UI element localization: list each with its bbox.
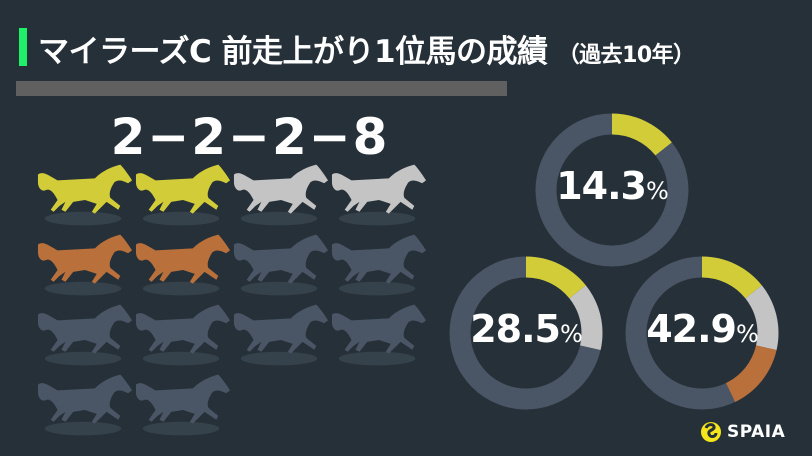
- title-sub: （過去10年）: [557, 43, 696, 68]
- donut-label: 14.3%: [556, 164, 669, 208]
- horse-other: [330, 232, 428, 302]
- donut-label: 42.9%: [646, 307, 759, 351]
- donut-label: 28.5%: [470, 307, 583, 351]
- horse-other: [232, 302, 330, 372]
- horse-shadow: [338, 281, 416, 296]
- horse-win: [134, 162, 232, 232]
- record-text: 2−2−2−8: [110, 108, 390, 166]
- spaia-logo-icon: [701, 422, 721, 442]
- horse-other: [36, 372, 134, 442]
- horse-other: [134, 372, 232, 442]
- horse-icon: [37, 304, 133, 354]
- horse-shadow: [44, 351, 122, 366]
- horse-icon: [331, 304, 427, 354]
- donut-segment-1st: [535, 113, 689, 267]
- horse-shadow: [142, 351, 220, 366]
- horse-shadow: [338, 211, 416, 226]
- horse-icon: [37, 374, 133, 424]
- horse-icon: [37, 234, 133, 284]
- horse-shadow: [44, 421, 122, 436]
- horse-shadow: [142, 421, 220, 436]
- horse-win: [36, 162, 134, 232]
- horse-shadow: [338, 351, 416, 366]
- donut-segment-1st: [625, 256, 779, 410]
- donut-segment-1st: [449, 256, 603, 410]
- horse-other: [134, 302, 232, 372]
- horse-shadow: [240, 211, 318, 226]
- horse-other: [232, 232, 330, 302]
- horse-icon: [233, 164, 329, 214]
- horse-shadow: [44, 211, 122, 226]
- horse-second: [330, 162, 428, 232]
- horse-shadow: [44, 281, 122, 296]
- horse-other: [36, 302, 134, 372]
- spaia-logo-text: SPAIA: [727, 422, 786, 442]
- horse-icon: [331, 164, 427, 214]
- horse-shadow: [142, 281, 220, 296]
- page-title: マイラーズC 前走上がり1位馬の成績 （過去10年）: [38, 26, 695, 71]
- donut-segment-2nd: [449, 256, 603, 410]
- horse-icon: [135, 374, 231, 424]
- horse-third: [36, 232, 134, 302]
- horse-shadow: [142, 211, 220, 226]
- horse-second: [232, 162, 330, 232]
- horse-icon: [135, 164, 231, 214]
- horse-third: [134, 232, 232, 302]
- spaia-logo: SPAIA: [700, 420, 785, 444]
- horse-icon: [135, 234, 231, 284]
- horse-icon: [233, 234, 329, 284]
- horse-shadow: [240, 281, 318, 296]
- horse-icon: [135, 304, 231, 354]
- donut-segment-2nd: [625, 256, 779, 410]
- title-accent-bar: [19, 28, 27, 66]
- title-main: マイラーズC 前走上がり1位馬の成績: [38, 34, 548, 70]
- horse-shadow: [240, 351, 318, 366]
- horse-icon: [37, 164, 133, 214]
- divider-bar: [16, 81, 507, 96]
- horse-icon: [233, 304, 329, 354]
- horse-icon: [331, 234, 427, 284]
- horse-other: [330, 302, 428, 372]
